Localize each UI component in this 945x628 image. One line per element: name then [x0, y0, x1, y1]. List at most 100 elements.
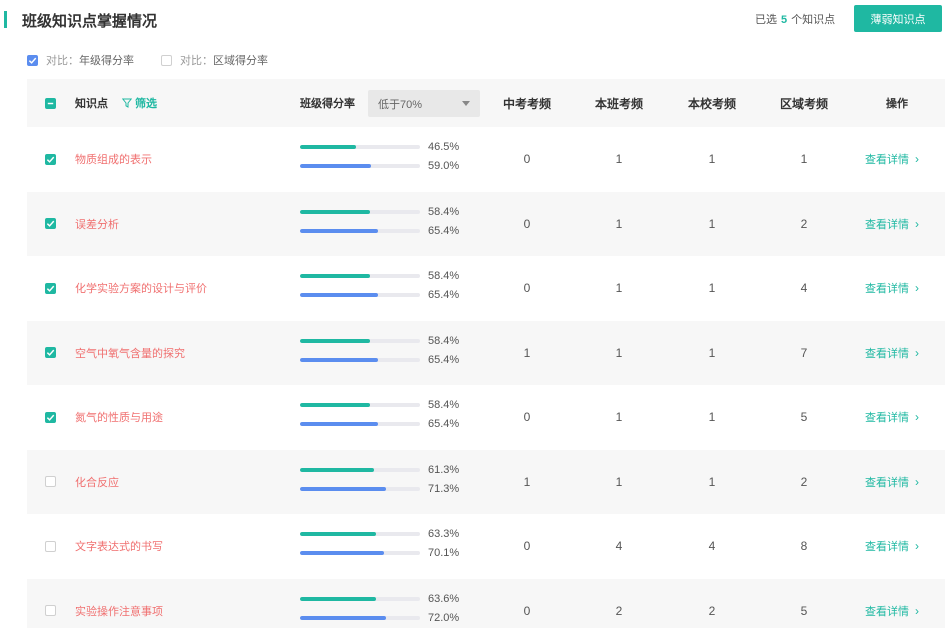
grade-rate-bar: [300, 293, 379, 297]
rate-bars: 58.4% 65.4%: [300, 256, 480, 321]
knowledge-table: 知识点 筛选 班级得分率 低于70% 中考考频 本班考频 本校考频 区域考频 操…: [27, 79, 945, 628]
row-checkbox[interactable]: [45, 411, 56, 423]
knowledge-point-name[interactable]: 误差分析: [75, 218, 119, 231]
filter-icon: [122, 98, 132, 108]
row-checkbox[interactable]: [45, 218, 56, 230]
knowledge-point-name[interactable]: 化合反应: [75, 476, 119, 489]
view-detail-link[interactable]: 查看详情 ›: [865, 409, 919, 425]
chevron-right-icon: ›: [915, 216, 919, 231]
class-freq: 1: [615, 410, 623, 425]
rate-bars: 58.4% 65.4%: [300, 192, 480, 257]
chevron-right-icon: ›: [915, 281, 919, 296]
rate-bars: 58.4% 65.4%: [300, 385, 480, 450]
region-freq: 2: [800, 474, 808, 489]
selected-count-info: 已选 5 个知识点: [755, 11, 835, 27]
grade-rate-bar: [300, 228, 379, 233]
rate-bars: 46.5% 59.0%: [300, 127, 480, 192]
view-detail-link[interactable]: 查看详情 ›: [865, 345, 919, 361]
class-rate-value: 63.6%: [428, 592, 460, 605]
page-title: 班级知识点掌握情况: [22, 13, 158, 30]
table-row: 化学实验方案的设计与评价 58.4% 65.4% 0 1 1 4 查看详情 ›: [27, 256, 945, 321]
check-icon: [46, 285, 55, 292]
compare-grade-label: 对比：年级得分率: [46, 55, 134, 67]
compare-grade-toggle[interactable]: 对比：年级得分率: [27, 52, 134, 68]
weak-knowledge-button[interactable]: 薄弱知识点: [854, 5, 942, 32]
zhongkao-freq: 0: [523, 281, 531, 296]
grade-rate-bar: [300, 551, 385, 555]
row-checkbox[interactable]: [45, 605, 56, 617]
view-detail-label: 查看详情: [865, 154, 909, 167]
compare-region-toggle[interactable]: 对比：区域得分率: [161, 52, 268, 68]
class-rate-bar: [300, 209, 371, 214]
table-row: 物质组成的表示 46.5% 59.0% 0 1 1 1 查看详情 ›: [27, 127, 945, 192]
view-detail-link[interactable]: 查看详情 ›: [865, 474, 919, 490]
knowledge-point-name[interactable]: 文字表达式的书写: [75, 541, 163, 554]
table-row: 文字表达式的书写 63.3% 70.1% 0 4 4 8 查看详情 ›: [27, 514, 945, 579]
table-row: 实验操作注意事项 63.6% 72.0% 0 2 2 5 查看详情 ›: [27, 578, 945, 628]
row-checkbox[interactable]: [45, 153, 56, 165]
zhongkao-freq: 0: [523, 603, 531, 618]
school-freq: 1: [708, 410, 716, 425]
select-all-checkbox[interactable]: [45, 97, 56, 109]
class-rate-value: 63.3%: [428, 528, 460, 540]
class-rate-bar: [300, 403, 371, 407]
view-detail-link[interactable]: 查看详情 ›: [865, 280, 919, 296]
column-zhongkao: 中考考频: [502, 96, 551, 111]
check-icon: [46, 349, 55, 357]
view-detail-label: 查看详情: [865, 605, 909, 618]
class-rate-track: [300, 338, 420, 343]
row-checkbox[interactable]: [45, 282, 56, 294]
filter-button[interactable]: 筛选: [122, 95, 157, 111]
grade-rate-value: 65.4%: [428, 418, 460, 430]
class-freq: 1: [615, 474, 623, 489]
filter-label: 筛选: [135, 98, 157, 110]
compare-grade-checkbox[interactable]: [27, 54, 38, 66]
grade-rate-value: 71.3%: [428, 482, 460, 495]
grade-rate-value: 70.1%: [428, 547, 460, 559]
view-detail-link[interactable]: 查看详情 ›: [865, 151, 919, 167]
chevron-right-icon: ›: [915, 410, 919, 425]
knowledge-point-name[interactable]: 氮气的性质与用途: [75, 412, 163, 425]
class-rate-track: [300, 467, 420, 472]
column-action: 操作: [886, 98, 908, 110]
class-rate-value: 46.5%: [428, 141, 460, 153]
class-freq: 2: [615, 603, 623, 618]
class-rate-bar: [300, 596, 377, 601]
view-detail-link[interactable]: 查看详情 ›: [865, 603, 919, 619]
grade-rate-track: [300, 486, 420, 491]
class-rate-value: 58.4%: [428, 399, 460, 411]
table-row: 误差分析 58.4% 65.4% 0 1 1 2 查看详情 ›: [27, 191, 945, 257]
school-freq: 2: [708, 603, 716, 618]
view-detail-label: 查看详情: [865, 218, 909, 231]
class-rate-track: [300, 532, 420, 536]
knowledge-point-name[interactable]: 物质组成的表示: [75, 154, 152, 167]
rate-threshold-select[interactable]: 低于70%: [368, 90, 480, 117]
zhongkao-freq: 0: [523, 152, 531, 167]
zhongkao-freq: 0: [523, 410, 531, 425]
view-detail-link[interactable]: 查看详情 ›: [865, 216, 919, 232]
school-freq: 1: [708, 152, 716, 167]
row-checkbox[interactable]: [45, 540, 56, 552]
grade-rate-bar: [300, 164, 371, 168]
column-region-freq: 区域考频: [779, 96, 828, 111]
knowledge-point-name[interactable]: 实验操作注意事项: [75, 605, 163, 618]
knowledge-point-name[interactable]: 空气中氧气含量的探究: [75, 347, 185, 360]
rate-bars: 63.3% 70.1%: [300, 514, 480, 579]
grade-rate-bar: [300, 422, 379, 426]
class-rate-bar: [300, 145, 356, 149]
school-freq: 1: [708, 474, 716, 489]
compare-region-checkbox[interactable]: [161, 54, 172, 66]
rate-threshold-value: 低于70%: [378, 98, 423, 111]
zhongkao-freq: 1: [523, 345, 531, 360]
class-rate-track: [300, 145, 420, 149]
grade-rate-track: [300, 615, 420, 620]
class-rate-value: 58.4%: [428, 205, 460, 218]
school-freq: 1: [708, 345, 716, 360]
class-rate-track: [300, 274, 420, 278]
view-detail-link[interactable]: 查看详情 ›: [865, 538, 919, 554]
row-checkbox[interactable]: [45, 347, 56, 359]
view-detail-label: 查看详情: [865, 347, 909, 360]
knowledge-point-name[interactable]: 化学实验方案的设计与评价: [75, 283, 207, 296]
class-rate-value: 58.4%: [428, 270, 460, 282]
row-checkbox[interactable]: [45, 476, 56, 488]
